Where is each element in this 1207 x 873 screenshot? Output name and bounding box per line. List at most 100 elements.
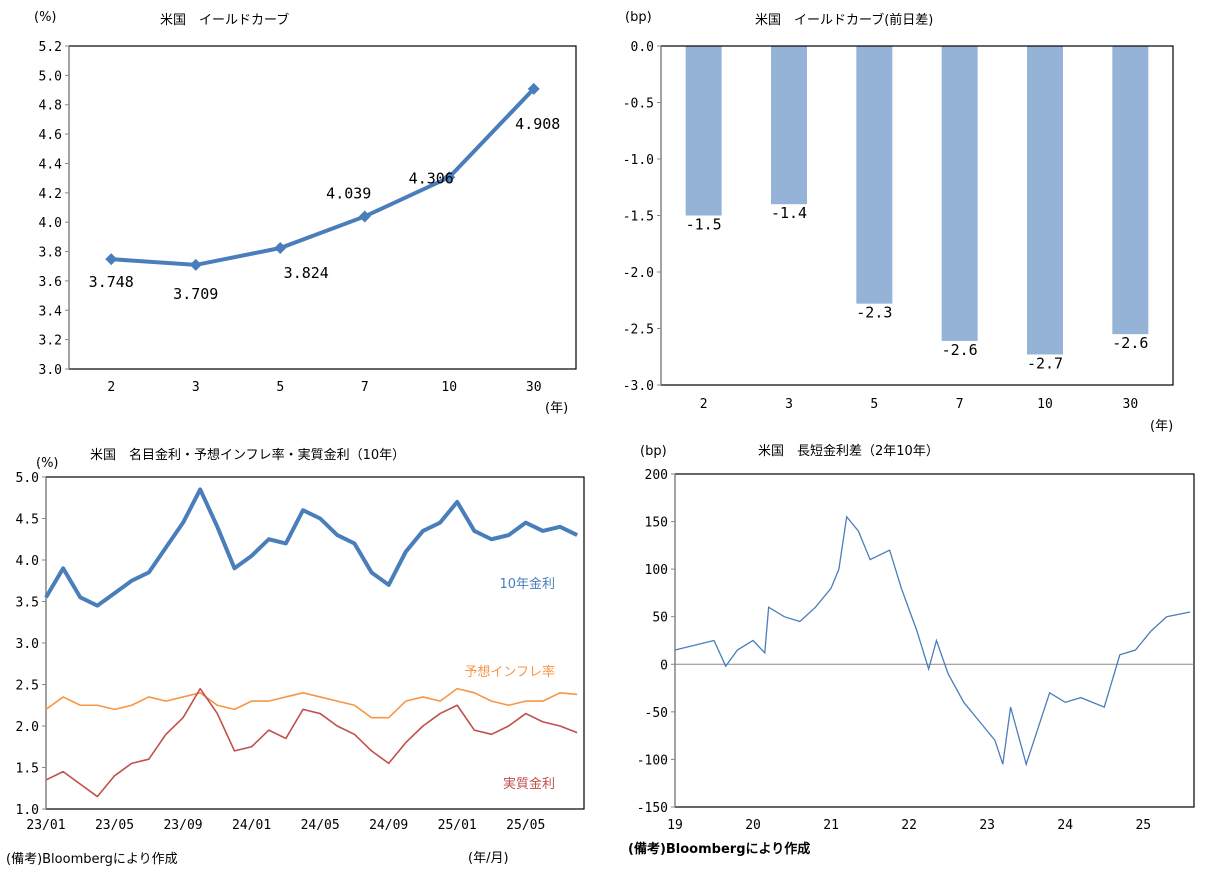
c1-ytick-label: 3.8: [39, 246, 62, 261]
c4-ytick-label: 0: [660, 658, 668, 673]
c3-xtick-label: 25/01: [438, 818, 477, 833]
c1-ytick-label: 4.6: [39, 128, 62, 143]
c2-plot-frame: [660, 45, 1174, 386]
yield-curve-chart: (%) 米国 イールドカーブ (年) 3.0 3.2 3.4 3.6 3.8 4.0 4.2…: [34, 10, 577, 416]
c1-data-label: 4.306: [409, 169, 454, 187]
c3-xtick-label: 24/01: [232, 818, 271, 833]
c2-bar: [771, 46, 807, 205]
c3-ytick-label: 3.5: [16, 596, 39, 611]
c4-ytick-label: -150: [637, 801, 668, 816]
c1-xtick-label: 30: [526, 380, 542, 395]
c4-xtick-label: 21: [823, 818, 839, 833]
c1-data-point: [527, 82, 540, 95]
c3-xtick-label: 25/05: [506, 818, 545, 833]
c2-ytick-label: -2.5: [623, 323, 654, 338]
source-note-right: (備考)Bloombergにより作成: [628, 842, 811, 857]
c1-data-label: 4.908: [515, 115, 560, 133]
c4-series-line: [674, 515, 1191, 767]
c2-ytick-label: 0.0: [631, 40, 654, 55]
c2-bar: [1027, 46, 1063, 355]
c1-data-point: [443, 171, 456, 184]
c3-xtick-label: 24/05: [301, 818, 340, 833]
c1-ytick-label: 3.2: [39, 334, 62, 349]
c1-ytick-label: 4.4: [39, 157, 63, 172]
c1-data-label: 4.039: [326, 184, 371, 202]
c2-xtick-label: 30: [1123, 397, 1139, 412]
c4-title: 米国 長短金利差（2年10年）: [758, 443, 939, 459]
c1-ytick-label: 4.8: [39, 99, 62, 114]
c2-data-label: -2.6: [942, 341, 978, 359]
c1-data-point: [105, 253, 118, 266]
c4-ytick-label: -100: [637, 753, 668, 768]
c3-xtick-label: 23/05: [95, 818, 134, 833]
c1-title: 米国 イールドカーブ: [160, 12, 289, 28]
c1-data-point: [189, 258, 202, 271]
rates-chart: (%) 米国 名目金利・予想インフレ率・実質金利（10年） (年/月) 1.0 1…: [16, 447, 585, 866]
c4-ylabel: (bp): [640, 444, 667, 459]
c3-ytick-label: 2.5: [16, 679, 39, 694]
c4-ytick-label: 200: [645, 468, 668, 483]
c1-ylabel: (%): [34, 10, 57, 25]
c2-xtick-label: 10: [1037, 397, 1053, 412]
c3-xtick-label: 23/09: [163, 818, 202, 833]
yield-change-chart: (bp) 米国 イールドカーブ(前日差) (年) -1.5 2 -1.4 3 -2.3 5…: [623, 10, 1174, 434]
c4-xtick-label: 23: [979, 818, 995, 833]
c1-data-point: [274, 242, 287, 255]
c2-bar: [941, 46, 978, 341]
c3-ytick-label: 3.0: [16, 637, 39, 652]
c3-series-line: [44, 487, 579, 608]
c3-ytick-label: 2.0: [16, 720, 39, 735]
c4-xtick-label: 22: [901, 818, 917, 833]
c1-xtick-label: 7: [361, 380, 369, 395]
c4-xtick-label: 19: [667, 818, 683, 833]
source-note-left: (備考)Bloombergにより作成: [6, 852, 178, 867]
c2-title: 米国 イールドカーブ(前日差): [755, 12, 933, 28]
c3-xtick-label: 23/01: [26, 818, 65, 833]
c2-data-label: -2.7: [1027, 354, 1063, 372]
c3-ytick-label: 4.5: [16, 513, 39, 528]
c2-bar: [685, 46, 722, 216]
c4-xtick-label: 20: [745, 818, 761, 833]
c1-plot-frame: [68, 45, 577, 370]
c1-data-label: 3.748: [89, 273, 134, 291]
c2-xtick-label: 7: [956, 397, 964, 412]
c1-ytick-label: 3.0: [39, 363, 62, 378]
c2-ytick-label: -1.0: [623, 153, 654, 168]
c3-ylabel: (%): [36, 456, 59, 471]
c1-ytick-label: 5.2: [39, 40, 62, 55]
c4-ytick-label: 50: [652, 611, 668, 626]
c2-bar: [1112, 46, 1149, 335]
c1-ytick-label: 5.0: [39, 69, 62, 84]
c2-data-label: -2.3: [856, 304, 892, 322]
c1-ytick-label: 4.0: [39, 216, 62, 231]
c3-series-line: [45, 687, 578, 719]
c3-title: 米国 名目金利・予想インフレ率・実質金利（10年）: [90, 447, 405, 463]
c2-ylabel: (bp): [625, 10, 652, 25]
c2-xtick-label: 2: [700, 397, 708, 412]
c2-xtick-label: 3: [785, 397, 793, 412]
c2-ytick-label: -2.0: [623, 266, 654, 281]
c2-ytick-label: -1.5: [623, 210, 654, 225]
c3-xlabel: (年/月): [468, 851, 509, 866]
c1-ytick-label: 3.4: [39, 304, 63, 319]
c1-xtick-label: 2: [107, 380, 115, 395]
c1-series-line: [111, 87, 536, 267]
c2-xlabel: (年): [1150, 419, 1173, 434]
c1-data-point: [358, 210, 371, 223]
c3-plot-frame: [45, 476, 585, 810]
spread-chart: (bp) 米国 長短金利差（2年10年） 200 150 100 50 0 -50 -100…: [637, 443, 1195, 833]
c3-ytick-label: 5.0: [16, 471, 39, 486]
c2-data-label: -1.4: [771, 204, 807, 222]
c4-ytick-label: 100: [645, 563, 668, 578]
c3-ytick-label: 1.0: [16, 803, 39, 818]
c4-ytick-label: 150: [645, 516, 668, 531]
c2-data-label: -1.5: [686, 216, 722, 234]
c1-ytick-label: 4.2: [39, 187, 62, 202]
c3-series-label: 実質金利: [503, 776, 555, 792]
c1-xtick-label: 5: [276, 380, 284, 395]
c3-series-line: [45, 687, 578, 798]
c1-data-label: 3.824: [284, 264, 329, 282]
c3-ytick-label: 4.0: [16, 554, 39, 569]
c1-ytick-label: 3.6: [39, 275, 62, 290]
